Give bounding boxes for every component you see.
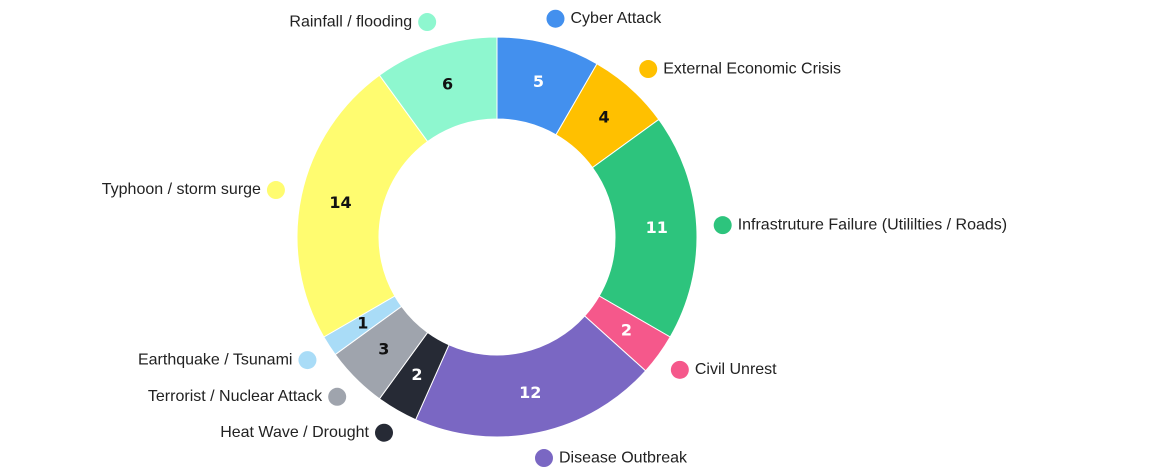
legend-dot bbox=[639, 60, 658, 79]
legend-label: External Economic Crisis bbox=[663, 60, 841, 77]
value-label: 2 bbox=[411, 365, 422, 384]
legend-dot bbox=[418, 13, 437, 32]
donut-slice bbox=[378, 36, 498, 143]
value-label: 3 bbox=[378, 340, 389, 359]
legend-dot bbox=[670, 360, 689, 379]
legend-dot bbox=[298, 351, 317, 370]
legend-dot bbox=[546, 9, 565, 28]
legend-label: Disease Outbreak bbox=[559, 449, 688, 466]
value-label: 4 bbox=[598, 108, 609, 127]
legend-label: Infrastruture Failure (Utililties / Road… bbox=[738, 216, 1007, 233]
legend-dot bbox=[534, 449, 553, 468]
donut-slice bbox=[296, 74, 429, 338]
value-label: 6 bbox=[442, 74, 453, 93]
legend-dot bbox=[266, 181, 285, 200]
legend-label: Civil Unrest bbox=[695, 361, 777, 378]
legend-label: Cyber Attack bbox=[570, 10, 662, 27]
value-label: 1 bbox=[357, 314, 368, 333]
legend-label: Terrorist / Nuclear Attack bbox=[148, 388, 323, 405]
value-label: 12 bbox=[519, 383, 541, 402]
value-label: 5 bbox=[533, 72, 544, 91]
legend-label: Heat Wave / Drought bbox=[220, 424, 369, 441]
value-label: 14 bbox=[329, 193, 351, 212]
legend-label: Earthquake / Tsunami bbox=[138, 351, 292, 368]
legend-dot bbox=[375, 423, 393, 442]
value-label: 11 bbox=[646, 218, 668, 237]
donut-slice bbox=[414, 315, 647, 438]
legend-label: Rainfall / flooding bbox=[289, 13, 412, 30]
legend-dot bbox=[713, 216, 732, 235]
legend-dot bbox=[328, 387, 347, 406]
value-label: 2 bbox=[621, 321, 632, 340]
legend-label: Typhoon / storm surge bbox=[102, 181, 261, 198]
